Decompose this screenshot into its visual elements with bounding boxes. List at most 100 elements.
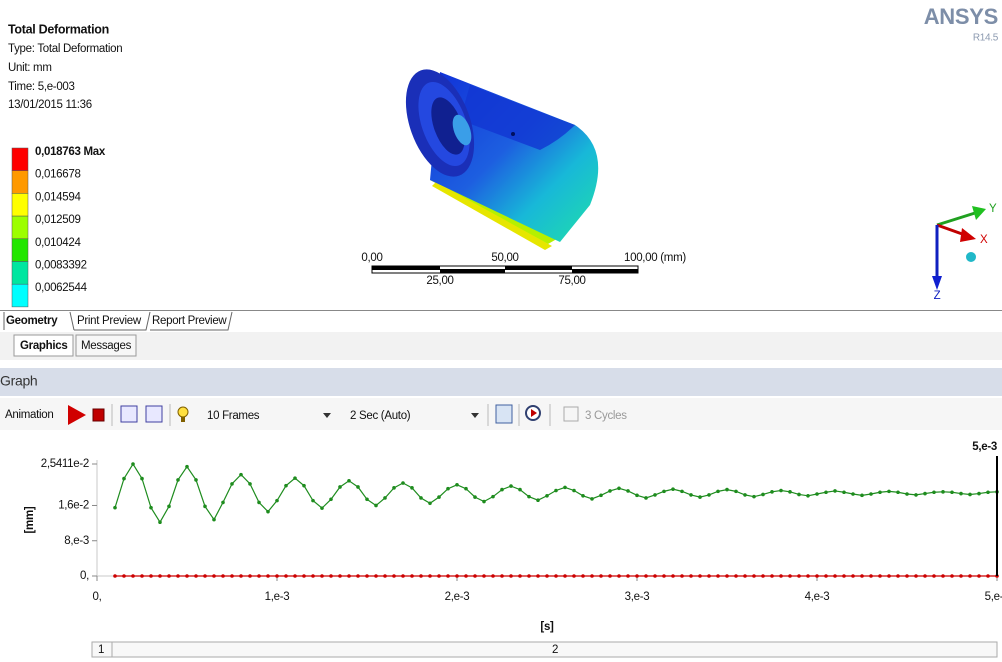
timeline-step[interactable]: 2 [552,644,558,656]
data-point [311,574,315,578]
data-point [905,492,909,496]
data-point [959,574,963,578]
data-point [131,462,135,466]
subtab[interactable]: Graphics [20,340,67,352]
data-point [212,574,216,578]
data-point [464,487,468,491]
data-point [914,493,918,497]
data-point [824,490,828,494]
timeline[interactable] [92,642,997,657]
data-point [437,495,441,499]
data-point [941,490,945,494]
data-point [356,574,360,578]
timeline-step[interactable]: 1 [98,644,104,656]
data-point [905,574,909,578]
data-point [554,574,558,578]
data-point [878,490,882,494]
data-point [581,494,585,498]
y-tick-label: 0, [80,570,89,582]
legend-swatch [12,193,28,216]
data-point [797,574,801,578]
frames-select[interactable]: 10 Frames [207,410,260,422]
data-point [248,574,252,578]
data-point [374,504,378,508]
data-point [320,574,324,578]
legend-label: 0,012509 [35,214,81,226]
data-point [374,574,378,578]
data-point [626,574,630,578]
data-point [113,574,117,578]
result-unit: Unit: mm [8,62,52,74]
data-point [212,518,216,522]
data-point [923,574,927,578]
data-point [689,493,693,497]
tab[interactable]: Geometry [6,315,58,327]
data-point [959,492,963,496]
x-tick-label: 2,e-3 [445,591,470,603]
data-point [554,489,558,493]
tab[interactable]: Print Preview [77,315,142,327]
data-point [293,574,297,578]
data-point [977,492,981,496]
data-point [293,476,297,480]
data-point [482,500,486,504]
scale-label: 25,00 [426,275,453,287]
data-point [977,574,981,578]
cycles-label: 3 Cycles [585,410,627,422]
frame-button[interactable] [146,406,162,422]
data-point [887,490,891,494]
logo-version: R14.5 [973,33,999,44]
ansys-window: Total Deformation Type: Total Deformatio… [0,0,1002,662]
data-point [311,499,315,503]
data-point [842,574,846,578]
data-point [869,574,873,578]
data-point [365,574,369,578]
scale-label: 75,00 [558,275,585,287]
data-point [392,486,396,490]
data-point [509,484,513,488]
data-point [185,574,189,578]
data-point [986,574,990,578]
data-point [653,493,657,497]
data-point [572,574,576,578]
legend-swatch [12,239,28,262]
export-button[interactable] [496,405,512,423]
data-point [284,574,288,578]
duration-select[interactable]: 2 Sec (Auto) [350,410,411,422]
x-tick-label: 4,e-3 [805,591,830,603]
data-point [635,574,639,578]
legend-swatch [12,262,28,285]
stop-button[interactable] [93,409,104,421]
data-point [329,498,333,502]
data-point [698,574,702,578]
panel-title: Graph [0,373,37,389]
bulb-button[interactable] [178,407,188,417]
data-point [122,477,126,481]
bulb-base [181,417,185,422]
panel-header [0,368,1002,396]
data-point [860,494,864,498]
data-point [437,574,441,578]
data-point [545,494,549,498]
data-point [194,478,198,482]
data-point [401,574,405,578]
data-point [275,499,279,503]
tab[interactable]: Report Preview [152,315,227,327]
data-point [122,574,126,578]
data-point [662,574,666,578]
data-point [473,574,477,578]
data-point [284,484,288,488]
data-point [167,505,171,509]
toolbar-label: Animation [5,409,53,421]
data-point [725,488,729,492]
data-point [698,495,702,499]
frame-button[interactable] [121,406,137,422]
data-point [176,574,180,578]
data-point [275,574,279,578]
data-point [743,574,747,578]
data-point [734,574,738,578]
data-point [221,574,225,578]
data-point [527,495,531,499]
subtab[interactable]: Messages [81,340,132,352]
data-point [464,574,468,578]
